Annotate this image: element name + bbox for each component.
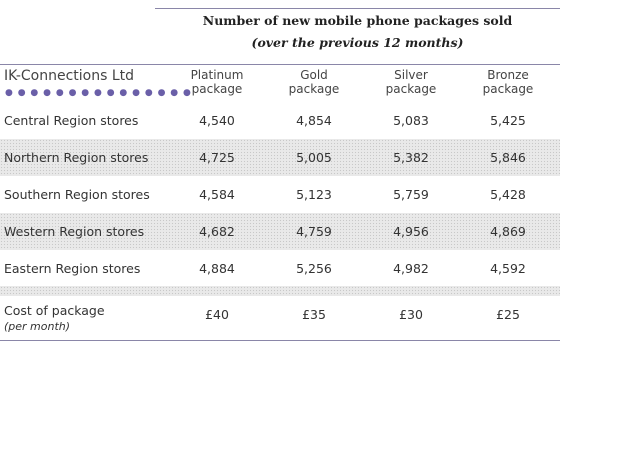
cost-value: £30 (399, 307, 423, 322)
cell-value: 5,846 (490, 150, 526, 165)
cost-row: Cost of package (per month) £40 £35 £30 … (0, 296, 560, 341)
cost-value: £25 (496, 307, 520, 322)
cost-label: Cost of package (4, 303, 105, 318)
column-header-platinum: Platinum package (190, 68, 244, 96)
cost-value: £40 (205, 307, 229, 322)
title-block: Number of new mobile phone packages sold… (155, 8, 560, 65)
row-label: Central Region stores (4, 113, 139, 128)
cell-value: 4,759 (296, 224, 332, 239)
cell-value: 4,592 (490, 261, 526, 276)
table-row: Southern Region stores 4,584 5,123 5,759… (0, 176, 560, 213)
header-row: IK-Connections Ltd ● ● ● ● ● ● ● ● ● ● ●… (0, 64, 560, 103)
cell-value: 4,584 (199, 187, 235, 202)
company-name: IK-Connections Ltd (4, 68, 135, 84)
row-label: Southern Region stores (4, 187, 150, 202)
cell-value: 5,256 (296, 261, 332, 276)
column-header-gold: Gold package (288, 68, 340, 96)
cell-value: 5,425 (490, 113, 526, 128)
cell-value: 5,382 (393, 150, 429, 165)
cost-sublabel: (per month) (4, 320, 71, 333)
cell-value: 4,884 (199, 261, 235, 276)
row-label: Northern Region stores (4, 150, 149, 165)
cell-value: 4,540 (199, 113, 235, 128)
table-row: Central Region stores 4,540 4,854 5,083 … (0, 102, 560, 139)
cell-value: 4,854 (296, 113, 332, 128)
row-label: Eastern Region stores (4, 261, 141, 276)
cell-value: 5,005 (296, 150, 332, 165)
cell-value: 4,682 (199, 224, 235, 239)
cell-value: 4,982 (393, 261, 429, 276)
cell-value: 4,956 (393, 224, 429, 239)
table-row: Northern Region stores 4,725 5,005 5,382… (0, 139, 560, 176)
table-subtitle: (over the previous 12 months) (251, 35, 464, 50)
column-header-bronze: Bronze package (482, 68, 534, 96)
table-row: Western Region stores 4,682 4,759 4,956 … (0, 213, 560, 250)
dotted-underline: ● ● ● ● ● ● ● ● ● ● ● ● ● ● ● (5, 88, 192, 98)
table-title: Number of new mobile phone packages sold (202, 13, 513, 28)
cell-value: 4,869 (490, 224, 526, 239)
cost-value: £35 (302, 307, 326, 322)
row-separator (0, 286, 560, 296)
cell-value: 5,759 (393, 187, 429, 202)
cell-value: 4,725 (199, 150, 235, 165)
cell-value: 5,083 (393, 113, 429, 128)
cell-value: 5,123 (296, 187, 332, 202)
table-row: Eastern Region stores 4,884 5,256 4,982 … (0, 250, 560, 287)
column-header-silver: Silver package (385, 68, 437, 96)
row-label: Western Region stores (4, 224, 145, 239)
cell-value: 5,428 (490, 187, 526, 202)
